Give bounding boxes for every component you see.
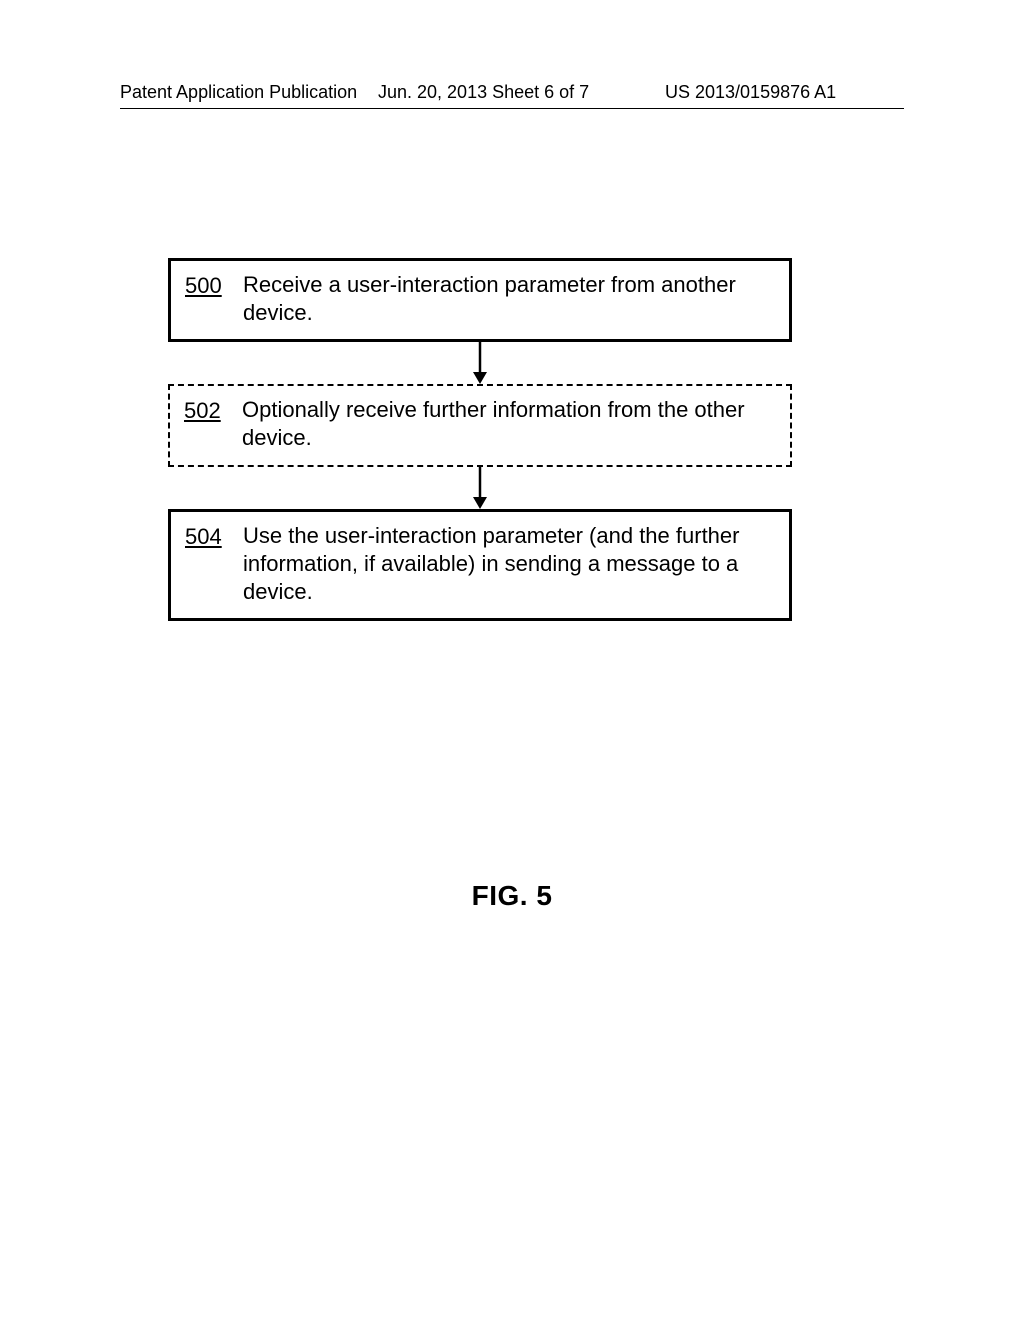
flow-step-500: 500 Receive a user-interaction parameter… <box>168 258 792 342</box>
flow-step-502: 502 Optionally receive further informati… <box>168 384 792 466</box>
step-text: Receive a user-interaction parameter fro… <box>243 271 775 327</box>
step-text: Optionally receive further information f… <box>242 396 776 452</box>
flow-arrow <box>168 467 792 509</box>
flow-arrow <box>168 342 792 384</box>
header-date-sheet: Jun. 20, 2013 Sheet 6 of 7 <box>378 82 589 103</box>
step-number: 500 <box>185 271 243 299</box>
step-number: 502 <box>184 396 242 424</box>
page: Patent Application Publication Jun. 20, … <box>0 0 1024 1320</box>
flow-step-504: 504 Use the user-interaction parameter (… <box>168 509 792 621</box>
header-divider <box>120 108 904 109</box>
header-publication: Patent Application Publication <box>120 82 357 103</box>
flowchart: 500 Receive a user-interaction parameter… <box>168 258 792 621</box>
figure-label: FIG. 5 <box>0 880 1024 912</box>
header-pub-number: US 2013/0159876 A1 <box>665 82 836 103</box>
step-number: 504 <box>185 522 243 550</box>
step-text: Use the user-interaction parameter (and … <box>243 522 775 606</box>
